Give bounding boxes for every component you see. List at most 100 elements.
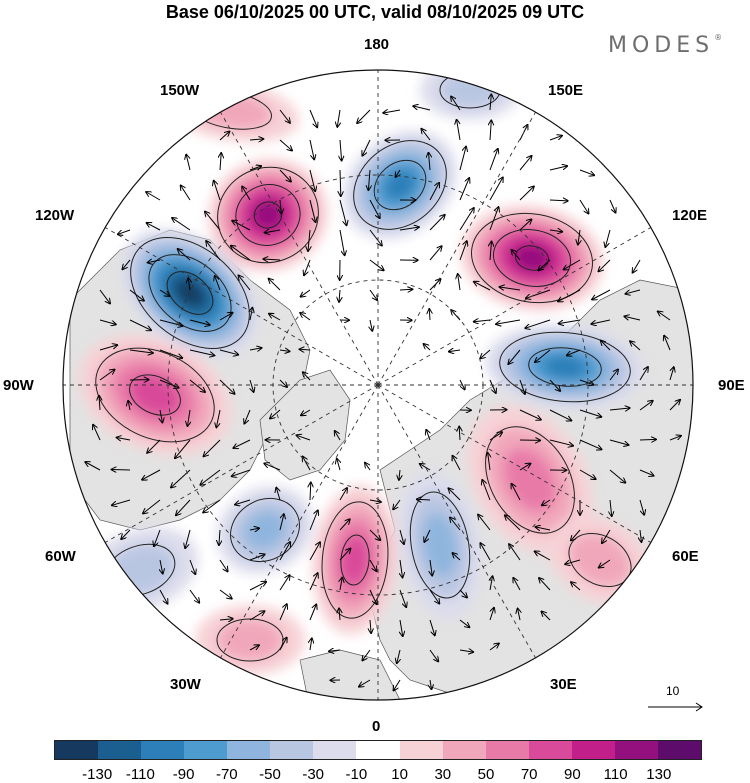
wind-arrow	[215, 276, 221, 291]
wind-arrow	[175, 439, 191, 458]
wind-arrow	[567, 349, 581, 355]
wind-arrow	[488, 453, 490, 471]
wind-arrow	[370, 619, 371, 633]
anomaly-contour	[353, 140, 447, 230]
wind-arrow	[429, 649, 438, 661]
lon-label-180: 180	[364, 36, 390, 53]
wind-arrow	[605, 229, 611, 247]
wind-arrow	[450, 518, 461, 531]
lon-label-120w: 120W	[35, 207, 75, 224]
anomaly-shade	[543, 355, 587, 379]
anomaly-shade	[422, 513, 458, 577]
wind-arrow	[231, 246, 251, 261]
wind-arrow	[369, 559, 376, 571]
wind-arrow	[359, 679, 371, 687]
wind-arrow	[429, 619, 435, 635]
wind-arrow	[129, 350, 153, 353]
wind-arrow	[244, 409, 251, 424]
wind-arrow	[279, 542, 290, 561]
wind-arrow	[339, 199, 347, 225]
wind-arrow	[579, 199, 589, 214]
colorbar-box	[313, 741, 357, 759]
wind-arrow	[200, 469, 221, 485]
wind-arrow	[579, 439, 602, 449]
wind-arrow	[154, 529, 161, 546]
wind-arrow	[571, 582, 581, 591]
wind-arrow	[512, 250, 521, 261]
reference-vector-label: 10	[666, 684, 680, 698]
wind-arrow	[99, 345, 117, 351]
wind-arrow	[189, 379, 205, 392]
wind-arrow	[396, 169, 401, 177]
wind-arrow	[276, 488, 280, 501]
wind-arrow	[399, 529, 404, 544]
wind-arrow	[453, 553, 461, 561]
wind-arrow	[249, 582, 266, 591]
wind-arrow	[309, 199, 316, 222]
wind-arrow	[269, 314, 281, 321]
wind-arrow	[335, 431, 341, 441]
wind-arrow	[459, 619, 469, 627]
wind-arrow	[639, 439, 656, 440]
anomaly-shade	[176, 280, 204, 306]
wind-arrow	[232, 469, 251, 476]
wind-arrow	[279, 604, 287, 621]
wind-arrow	[121, 529, 131, 539]
wind-arrow	[549, 166, 567, 171]
wind-arrow	[181, 186, 191, 201]
colorbar-box	[614, 741, 658, 759]
lon-label-150e: 150E	[548, 82, 584, 99]
wind-arrow	[340, 578, 342, 591]
wind-arrow	[340, 169, 341, 196]
wind-arrow	[489, 207, 499, 231]
wind-arrow	[424, 529, 431, 542]
wind-arrow	[489, 644, 499, 651]
anomaly-contour	[471, 212, 593, 304]
wind-arrow	[279, 379, 287, 387]
wind-arrow	[269, 279, 281, 291]
wind-arrow	[264, 259, 281, 260]
wind-arrow	[172, 218, 191, 231]
anomaly-contour	[95, 347, 215, 443]
wind-arrow	[206, 241, 221, 261]
wind-arrow	[309, 605, 316, 621]
wind-arrow	[669, 436, 681, 441]
wind-arrow	[549, 200, 568, 201]
wind-arrow	[368, 169, 370, 190]
wind-arrow	[458, 274, 460, 291]
wind-arrow	[189, 349, 214, 356]
wind-arrow	[264, 463, 281, 471]
wind-arrow	[214, 181, 221, 201]
wind-arrow	[430, 559, 432, 576]
wind-arrow	[459, 147, 466, 171]
wind-arrow	[112, 499, 131, 505]
wind-arrow	[147, 439, 161, 453]
wind-arrow	[630, 341, 641, 351]
wind-arrow	[609, 439, 629, 445]
wind-arrow	[279, 638, 287, 651]
wind-arrow	[123, 259, 131, 269]
wind-arrow	[519, 219, 531, 231]
wind-arrow	[309, 573, 318, 591]
colorbar-tick-label: -70	[215, 766, 238, 783]
wind-arrow	[362, 139, 371, 156]
wind-arrow	[421, 129, 431, 141]
wind-arrow	[670, 367, 674, 381]
wind-arrow	[579, 469, 596, 479]
wind-arrow	[279, 169, 291, 182]
anomaly-contour	[409, 491, 471, 599]
wind-arrow	[399, 227, 419, 230]
wind-arrow	[189, 559, 195, 574]
wind-arrow	[142, 469, 161, 480]
wind-arrow	[112, 470, 131, 471]
wind-arrow	[451, 97, 461, 111]
wind-arrow	[490, 121, 491, 141]
wind-arrow	[579, 409, 601, 417]
wind-arrow	[591, 319, 611, 324]
wind-arrow	[571, 529, 581, 540]
wind-arrow	[549, 136, 562, 141]
wind-arrow	[459, 178, 469, 201]
wind-arrow	[489, 149, 498, 171]
colorbar-tick-label: -90	[172, 766, 195, 783]
